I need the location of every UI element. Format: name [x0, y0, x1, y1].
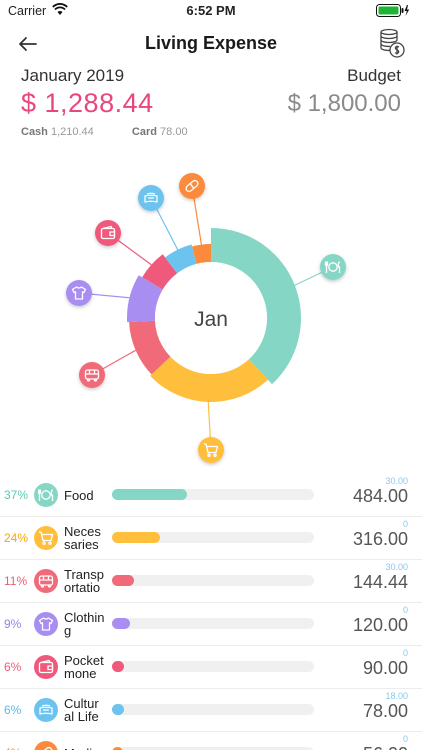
chart-medical-icon[interactable] [179, 173, 205, 199]
nav-bar: Living Expense [0, 26, 422, 62]
category-limit: 0 [402, 519, 408, 529]
card-label: Card [131, 126, 157, 138]
chart-shirt-icon[interactable] [66, 280, 92, 306]
category-percent: 37% [4, 488, 29, 502]
month-label: January 2019 [21, 66, 125, 85]
chart-culture-icon[interactable] [138, 185, 164, 211]
donut-segment-clothing[interactable] [126, 275, 163, 323]
bus-icon [34, 569, 58, 593]
payment-breakdown: Cash 1,210.44 Card 78.00 [21, 126, 188, 138]
cash-label: Cash [21, 126, 48, 138]
category-row[interactable]: 4% Medic 056.00 [0, 732, 422, 750]
category-progress-fill [112, 618, 131, 629]
category-limit: 30.00 [385, 476, 408, 486]
wallet-icon [34, 655, 58, 679]
category-row[interactable]: 6% Pocket mone 0 90.00 [0, 646, 422, 689]
medical-icon [34, 741, 58, 750]
category-percent: 9% [4, 617, 22, 631]
category-name: Medic [64, 747, 110, 750]
donut-segment-transportation[interactable] [129, 320, 171, 375]
category-row[interactable]: 24% Neces saries 0 316.00 [0, 517, 422, 560]
category-percent: 24% [4, 531, 29, 545]
cash-value: 1,210.44 [50, 126, 94, 138]
category-percent: 11% [4, 574, 28, 588]
chart-cart-icon[interactable] [198, 437, 224, 463]
page-title: Living Expense [144, 33, 278, 53]
total-spent: $ 1,288.44 [21, 88, 154, 118]
arrow-left-icon [19, 37, 37, 51]
category-limit: 0 [402, 734, 408, 744]
category-name: Cultur al Life [64, 696, 99, 724]
category-progress-track [112, 704, 314, 715]
category-progress-fill [112, 704, 125, 715]
chart-wallet-icon[interactable] [95, 220, 121, 246]
budget-label: Budget [347, 66, 401, 85]
category-progress-track [112, 489, 314, 500]
donut-segment-medical[interactable] [192, 244, 211, 264]
category-progress-fill [112, 489, 187, 500]
donut-center [155, 262, 267, 374]
category-name: Clothin g [64, 610, 105, 638]
category-progress-track [112, 575, 314, 586]
donut-segment-food[interactable] [211, 228, 302, 385]
coins-icon [380, 28, 405, 58]
category-amount: 78.00 [362, 701, 408, 721]
chart-center-label: Jan [194, 308, 228, 331]
category-name: Transp ortatio [64, 567, 104, 595]
shirt-icon [34, 612, 58, 636]
budget-value: $ 1,800.00 [287, 90, 401, 117]
category-progress-fill [112, 661, 125, 672]
category-row[interactable]: 9% Clothin g 0 120.00 [0, 603, 422, 646]
category-amount: 120.00 [352, 615, 408, 635]
expense-donut-chart: Jan [66, 173, 346, 463]
wifi-icon [52, 3, 68, 19]
category-row[interactable]: 11% Transp ortatio 30.00 144.44 [0, 560, 422, 603]
category-limit: 0 [402, 605, 408, 615]
carrier-label: Carrier [8, 4, 47, 18]
category-name: Neces saries [64, 524, 101, 552]
category-progress-track [112, 661, 314, 672]
chart-food-icon[interactable] [320, 254, 346, 280]
culture-icon [34, 698, 58, 722]
battery-icon [376, 4, 410, 20]
category-amount: 144.44 [352, 572, 408, 592]
category-progress-track [112, 532, 314, 543]
status-time: 6:52 PM [186, 3, 236, 18]
category-progress-track [112, 747, 314, 750]
category-amount: 484.00 [352, 486, 408, 506]
donut-segment-necessaries[interactable] [150, 356, 268, 402]
food-icon [34, 483, 58, 507]
cart-icon [34, 526, 58, 550]
category-row[interactable]: 37% Food 30.00 484.00 [0, 474, 422, 517]
card-value: 78.00 [160, 126, 188, 138]
category-limit: 18.00 [385, 691, 408, 701]
category-progress-fill [112, 747, 123, 750]
category-amount: 90.00 [362, 658, 408, 678]
back-button[interactable] [14, 30, 42, 58]
category-amount: 56.00 [363, 744, 408, 750]
donut-segment-cultural-life[interactable] [165, 244, 197, 274]
donut-segment-pocket-money[interactable] [142, 254, 178, 290]
category-name: Food [64, 488, 94, 503]
category-limit: 0 [402, 648, 408, 658]
chart-bus-icon[interactable] [79, 362, 105, 388]
category-percent: 4% [4, 746, 21, 750]
category-limit: 30.00 [385, 562, 408, 572]
category-progress-fill [112, 532, 161, 543]
category-percent: 6% [4, 703, 22, 717]
status-bar: Carrier 6:52 PM [0, 0, 422, 22]
category-progress-track [112, 618, 314, 629]
budget-coins-button[interactable] [378, 28, 406, 60]
category-amount: 316.00 [352, 529, 408, 549]
category-row[interactable]: 6% Cultur al Life 18.00 78.00 [0, 689, 422, 732]
category-progress-fill [112, 575, 135, 586]
category-name: Pocket mone [64, 653, 104, 681]
category-percent: 6% [4, 660, 22, 674]
